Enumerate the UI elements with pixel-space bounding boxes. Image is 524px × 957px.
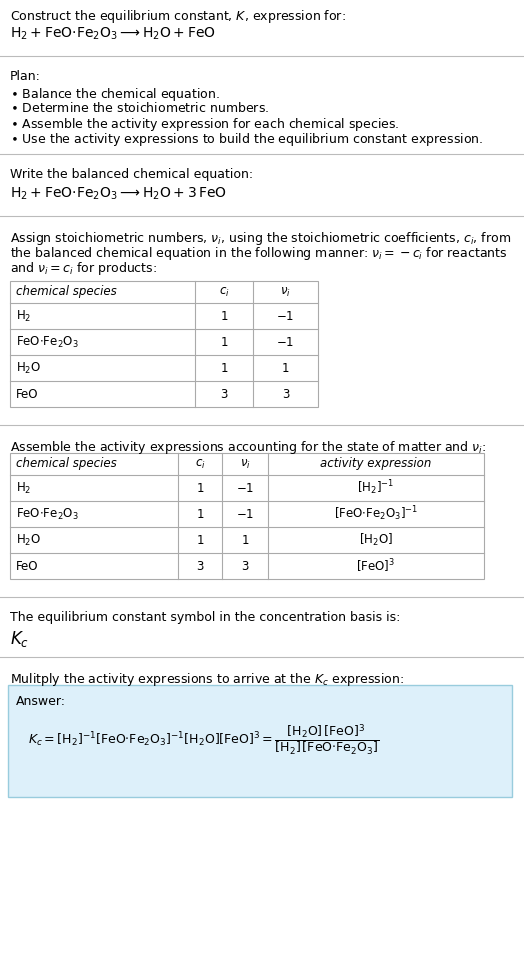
Text: $[\mathrm{H_2O}]$: $[\mathrm{H_2O}]$ [359, 532, 393, 548]
Text: activity expression: activity expression [320, 457, 432, 471]
Text: 1: 1 [220, 336, 228, 348]
Text: 3: 3 [196, 560, 204, 572]
Text: $\nu_i$: $\nu_i$ [280, 285, 291, 299]
Text: chemical species: chemical species [16, 457, 117, 471]
Text: 1: 1 [241, 533, 249, 546]
Text: the balanced chemical equation in the following manner: $\nu_i = -c_i$ for react: the balanced chemical equation in the fo… [10, 245, 507, 262]
Text: Construct the equilibrium constant, $K$, expression for:: Construct the equilibrium constant, $K$,… [10, 8, 346, 25]
Text: $K_c$: $K_c$ [10, 629, 29, 649]
Text: Mulitply the activity expressions to arrive at the $K_c$ expression:: Mulitply the activity expressions to arr… [10, 671, 405, 688]
Text: $\mathrm{H_2}$: $\mathrm{H_2}$ [16, 308, 31, 323]
Bar [10, 453, 484, 579]
Text: Write the balanced chemical equation:: Write the balanced chemical equation: [10, 168, 253, 181]
Text: $-1$: $-1$ [276, 309, 294, 323]
Text: FeO: FeO [16, 388, 38, 400]
Text: $\mathrm{FeO{\cdot}Fe_2O_3}$: $\mathrm{FeO{\cdot}Fe_2O_3}$ [16, 334, 79, 349]
Text: $\mathrm{FeO{\cdot}Fe_2O_3}$: $\mathrm{FeO{\cdot}Fe_2O_3}$ [16, 506, 79, 522]
Text: $\mathrm{H_2 + FeO{\cdot}Fe_2O_3 \longrightarrow H_2O + 3\,FeO}$: $\mathrm{H_2 + FeO{\cdot}Fe_2O_3 \longri… [10, 186, 227, 202]
Text: 3: 3 [220, 388, 228, 400]
Text: and $\nu_i = c_i$ for products:: and $\nu_i = c_i$ for products: [10, 260, 157, 277]
Text: $-1$: $-1$ [276, 336, 294, 348]
FancyBboxPatch shape [8, 685, 512, 797]
Text: Assign stoichiometric numbers, $\nu_i$, using the stoichiometric coefficients, $: Assign stoichiometric numbers, $\nu_i$, … [10, 230, 511, 247]
Text: $\bullet$ Determine the stoichiometric numbers.: $\bullet$ Determine the stoichiometric n… [10, 101, 269, 115]
Text: 1: 1 [282, 362, 289, 374]
Text: FeO: FeO [16, 560, 38, 572]
Text: $\mathrm{H_2O}$: $\mathrm{H_2O}$ [16, 532, 41, 547]
Text: $[\mathrm{H_2}]^{-1}$: $[\mathrm{H_2}]^{-1}$ [357, 478, 395, 498]
Text: $c_i$: $c_i$ [194, 457, 205, 471]
Text: 1: 1 [196, 507, 204, 521]
Text: $\mathrm{H_2O}$: $\mathrm{H_2O}$ [16, 361, 41, 375]
Text: $\nu_i$: $\nu_i$ [239, 457, 250, 471]
Text: 1: 1 [196, 481, 204, 495]
Text: Plan:: Plan: [10, 70, 41, 83]
Text: 1: 1 [220, 362, 228, 374]
Text: chemical species: chemical species [16, 285, 117, 299]
Text: $\mathrm{H_2 + FeO{\cdot}Fe_2O_3 \longrightarrow H_2O + FeO}$: $\mathrm{H_2 + FeO{\cdot}Fe_2O_3 \longri… [10, 26, 216, 42]
Text: 3: 3 [282, 388, 289, 400]
Text: $\mathrm{H_2}$: $\mathrm{H_2}$ [16, 480, 31, 496]
Text: 1: 1 [196, 533, 204, 546]
Bar [10, 281, 318, 407]
Text: The equilibrium constant symbol in the concentration basis is:: The equilibrium constant symbol in the c… [10, 611, 400, 624]
Text: $[\mathrm{FeO}]^3$: $[\mathrm{FeO}]^3$ [356, 557, 396, 575]
Text: $\bullet$ Use the activity expressions to build the equilibrium constant express: $\bullet$ Use the activity expressions t… [10, 131, 483, 148]
Text: $\bullet$ Assemble the activity expression for each chemical species.: $\bullet$ Assemble the activity expressi… [10, 116, 399, 133]
Text: $-1$: $-1$ [236, 507, 254, 521]
Text: $\bullet$ Balance the chemical equation.: $\bullet$ Balance the chemical equation. [10, 86, 220, 103]
Text: 3: 3 [242, 560, 249, 572]
Text: $[\mathrm{FeO{\cdot}Fe_2O_3}]^{-1}$: $[\mathrm{FeO{\cdot}Fe_2O_3}]^{-1}$ [334, 504, 418, 523]
Text: $-1$: $-1$ [236, 481, 254, 495]
Text: $c_i$: $c_i$ [219, 285, 230, 299]
Text: 1: 1 [220, 309, 228, 323]
Text: $K_c = [\mathrm{H_2}]^{-1}[\mathrm{FeO{\cdot}Fe_2O_3}]^{-1}[\mathrm{H_2O}][\math: $K_c = [\mathrm{H_2}]^{-1}[\mathrm{FeO{\… [28, 723, 379, 757]
Text: Answer:: Answer: [16, 695, 66, 708]
Text: Assemble the activity expressions accounting for the state of matter and $\nu_i$: Assemble the activity expressions accoun… [10, 439, 486, 456]
